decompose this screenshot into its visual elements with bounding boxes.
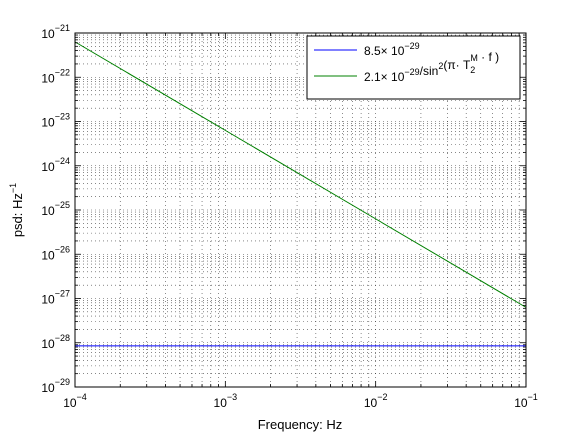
- y-tick-labels: 10−29 10−28 10−27 10−26 10−25 10−24 10−23 10−22…: [41, 23, 70, 395]
- legend: 8.5× 10−292.1× 10−29/sin2(π· T2M · f ): [306, 35, 521, 100]
- x-tick-label: 10−1: [514, 392, 538, 410]
- x-tick-labels: 10−4 10−3 10−2 10−1: [63, 392, 538, 410]
- y-tick-label: 10−24: [41, 156, 70, 174]
- y-axis-label-text: psd: Hz: [10, 193, 25, 237]
- y-tick-label: 10−28: [41, 333, 70, 351]
- legend-label-1: 8.5× 10−29: [364, 41, 420, 58]
- y-tick-label: 10−23: [41, 112, 70, 130]
- x-tick-label: 10−2: [364, 392, 388, 410]
- x-tick-label: 10−4: [63, 392, 87, 410]
- y-axis-label: psd: Hz−1: [8, 183, 25, 237]
- x-tick-label: 10−3: [214, 392, 238, 410]
- y-tick-label: 10−21: [41, 23, 70, 41]
- y-tick-label: 10−29: [41, 377, 70, 395]
- y-axis-label-exponent: −1: [8, 183, 18, 193]
- y-tick-label: 10−26: [41, 244, 70, 262]
- series-layer: [74, 41, 527, 347]
- y-tick-label: 10−27: [41, 289, 70, 307]
- series-line-2: [74, 41, 527, 308]
- y-tick-label: 10−22: [41, 67, 70, 85]
- legend-label-2: 2.1× 10−29/sin2(π· T2M · f ): [364, 50, 499, 84]
- x-axis-label: Frequency: Hz: [258, 417, 343, 432]
- y-tick-label: 10−25: [41, 200, 70, 218]
- ticks: [74, 32, 527, 388]
- legend-box: [306, 35, 521, 100]
